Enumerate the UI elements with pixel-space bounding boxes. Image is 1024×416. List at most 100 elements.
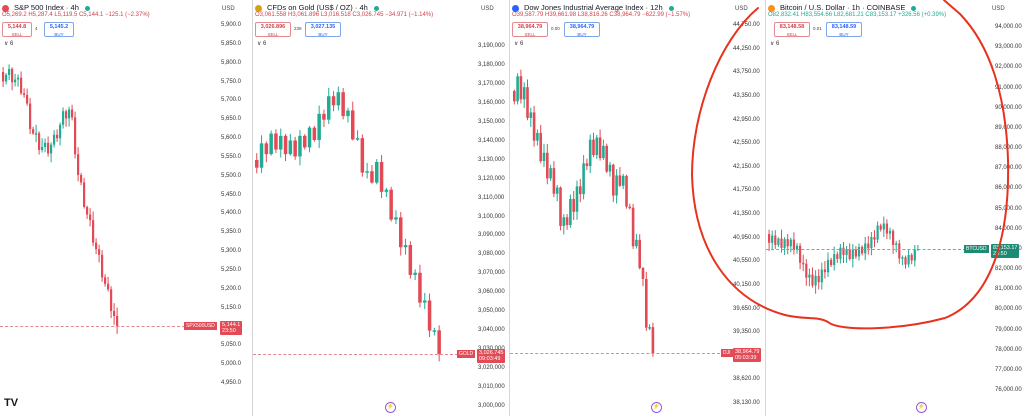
indicators-toggle-gold[interactable]: ∨ 6 <box>257 41 267 47</box>
candles-dji[interactable] <box>510 0 765 416</box>
chart-header-gold: CFDs on Gold (US$ / OZ) · 4h <box>255 3 379 12</box>
spread-value-dji: 0.00 <box>551 26 560 31</box>
axis-tick-label: 44,250.00 <box>733 45 760 52</box>
axis-tick-label: 42,550.00 <box>733 140 760 147</box>
candle-body <box>259 143 264 168</box>
candle-body <box>113 311 116 316</box>
sell-button-spx[interactable]: 5,144.8 SELL <box>2 22 32 37</box>
candle-body <box>848 249 851 259</box>
price-tag-spx: 5,144.1 23:50 <box>220 321 243 335</box>
sell-button-gold[interactable]: 3,026.896 SELL <box>255 22 291 37</box>
chart-title-spx[interactable]: S&P 500 Index · 4h <box>13 3 79 12</box>
candle-body <box>888 230 892 234</box>
pane-divider[interactable] <box>509 0 510 416</box>
candle-body <box>870 236 873 249</box>
ohlc-values-btc: O82,832.41 H83,554.66 L82,681.21 C83,153… <box>768 12 947 18</box>
alert-icon[interactable]: ⚡ <box>651 402 662 413</box>
candle-body <box>536 132 539 141</box>
market-open-icon <box>373 5 379 11</box>
axis-tick-label: 3,060,000 <box>478 289 505 296</box>
indicators-toggle-dji[interactable]: ∨ 6 <box>514 41 524 47</box>
candle-body <box>14 79 17 83</box>
candle-body <box>293 140 297 157</box>
candle-body <box>777 238 780 245</box>
buy-button-dji[interactable]: 38,964.79 BUY <box>564 22 600 37</box>
candle-body <box>336 92 341 106</box>
pane-divider[interactable] <box>252 0 253 416</box>
candle-body <box>68 109 71 119</box>
candle-body <box>598 137 602 159</box>
price-axis-spx[interactable]: 5,900.0 5,850.0 5,800.0 5,750.0 5,700.0 5,650… <box>218 0 252 416</box>
candle-body <box>351 110 355 140</box>
sell-button-btc[interactable]: 83,148.58 SELL <box>774 22 810 37</box>
candle-body <box>641 268 645 279</box>
price-tag-time: 23:50 <box>222 328 236 334</box>
sell-button-dji[interactable]: 38,964.79 SELL <box>512 22 548 37</box>
candle-body <box>901 257 904 259</box>
indicators-toggle-spx[interactable]: ∨ 6 <box>4 41 14 47</box>
price-tag-gold: 3,026.745 09:03:49 <box>477 349 506 363</box>
chart-pane-btc[interactable]: Bitcoin / U.S. Dollar · 1h · COINBASE O8… <box>766 0 1024 416</box>
candle-body <box>882 223 885 230</box>
candle-body <box>38 133 41 150</box>
axis-tick-label: 5,050.0 <box>221 342 242 349</box>
candle-body <box>32 129 35 134</box>
chart-title-dji[interactable]: Dow Jones Industrial Average Index · 12h <box>523 3 663 12</box>
axis-tick-label: 39,650.00 <box>733 305 760 312</box>
candle-body <box>805 263 808 278</box>
chart-header-dji: Dow Jones Industrial Average Index · 12h <box>512 3 674 12</box>
candle-body <box>519 76 523 100</box>
candle-body <box>618 175 622 186</box>
chart-pane-spx[interactable]: S&P 500 Index · 4h O5,269.2 H5,287.4 L5,… <box>0 0 252 416</box>
gold-logo-icon <box>255 4 262 12</box>
candle-body <box>74 117 77 155</box>
axis-tick-label: 3,190,000 <box>478 43 505 49</box>
sell-label: SELL <box>11 32 23 37</box>
price-line-dji <box>510 353 720 354</box>
chart-title-gold[interactable]: CFDs on Gold (US$ / OZ) · 4h <box>266 3 368 12</box>
candle-body <box>418 272 422 303</box>
candle-body <box>317 113 321 140</box>
axis-tick-label: 5,650.0 <box>221 116 242 123</box>
candle-body <box>427 300 432 331</box>
chart-pane-dji[interactable]: Dow Jones Industrial Average Index · 12h… <box>510 0 765 416</box>
candle-body <box>8 68 11 75</box>
axis-tick-label: 5,300.0 <box>221 248 242 255</box>
candle-body <box>802 262 805 265</box>
candle-body <box>92 220 95 243</box>
chart-pane-gold[interactable]: CFDs on Gold (US$ / OZ) · 4h O3,061.558 … <box>253 0 509 416</box>
candle-body <box>811 274 814 286</box>
candle-body <box>77 154 80 175</box>
candles-gold[interactable] <box>253 0 509 416</box>
axis-tick-label: 39,350.00 <box>733 329 760 336</box>
alert-icon[interactable]: ⚡ <box>916 402 927 413</box>
axis-tick-label: 85,000.00 <box>995 205 1022 212</box>
candle-body <box>394 217 398 220</box>
buy-button-btc[interactable]: 83,148.59 BUY <box>826 22 862 37</box>
candle-body <box>107 283 110 290</box>
symbol-tag-dji: DJI <box>721 349 733 357</box>
axis-tick-label: 94,000.00 <box>995 24 1022 30</box>
candle-body <box>615 175 618 196</box>
axis-tick-label: 93,000.00 <box>995 44 1022 51</box>
candles-spx[interactable] <box>0 0 252 416</box>
axis-tick-label: 90,000.00 <box>995 104 1022 111</box>
candle-body <box>873 236 876 240</box>
candle-body <box>288 140 293 155</box>
axis-tick-label: 3,170,000 <box>478 80 505 87</box>
buy-price: 3,027.135 <box>310 24 336 30</box>
axis-tick-label: 3,130,000 <box>478 156 505 163</box>
buy-button-spx[interactable]: 5,145.2 BUY <box>44 22 74 37</box>
price-axis-btc[interactable]: 94,000.00 93,000.00 92,000.00 91,000.00 90,0… <box>992 0 1024 416</box>
alert-icon[interactable]: ⚡ <box>385 402 396 413</box>
chart-title-btc[interactable]: Bitcoin / U.S. Dollar · 1h · COINBASE <box>779 3 906 12</box>
tradingview-logo[interactable]: TV <box>4 397 19 409</box>
axis-tick-label: 5,450.0 <box>221 191 242 198</box>
candles-btc[interactable] <box>766 0 1024 416</box>
indicators-toggle-btc[interactable]: ∨ 6 <box>770 41 780 47</box>
candle-body <box>522 87 526 100</box>
candle-body <box>384 189 389 192</box>
candle-body <box>861 247 864 254</box>
axis-tick-label: 3,020,000 <box>478 365 505 372</box>
buy-button-gold[interactable]: 3,027.135 BUY <box>305 22 341 37</box>
